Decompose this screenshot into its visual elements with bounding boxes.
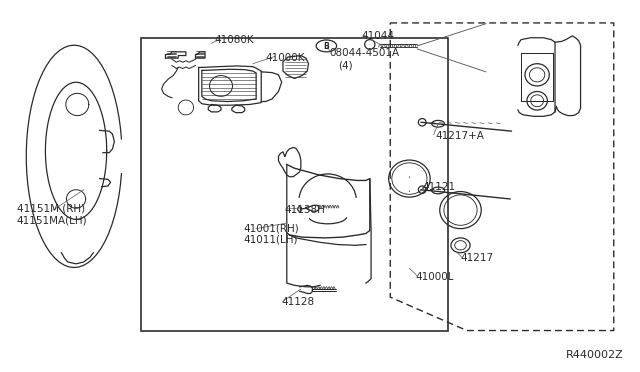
Bar <box>141 38 448 331</box>
Text: B: B <box>323 42 329 51</box>
Text: 41217+A: 41217+A <box>435 131 484 141</box>
Text: 41000K: 41000K <box>266 53 305 63</box>
Text: 41151MA(LH): 41151MA(LH) <box>17 215 87 225</box>
Text: 41151M (RH): 41151M (RH) <box>17 203 84 213</box>
Text: 41217: 41217 <box>461 253 493 263</box>
Text: 41000L: 41000L <box>416 272 454 282</box>
Text: 41044: 41044 <box>362 31 394 41</box>
Text: 41121: 41121 <box>422 182 455 192</box>
Text: (4): (4) <box>338 61 353 71</box>
Text: 41138H: 41138H <box>285 205 326 215</box>
Text: R440002Z: R440002Z <box>566 350 623 360</box>
Text: 08044-4501A: 08044-4501A <box>330 48 400 58</box>
Text: 41128: 41128 <box>282 296 315 307</box>
Text: 41001(RH): 41001(RH) <box>243 224 299 234</box>
Text: 41011(LH): 41011(LH) <box>243 235 298 245</box>
Text: 41080K: 41080K <box>214 35 254 45</box>
